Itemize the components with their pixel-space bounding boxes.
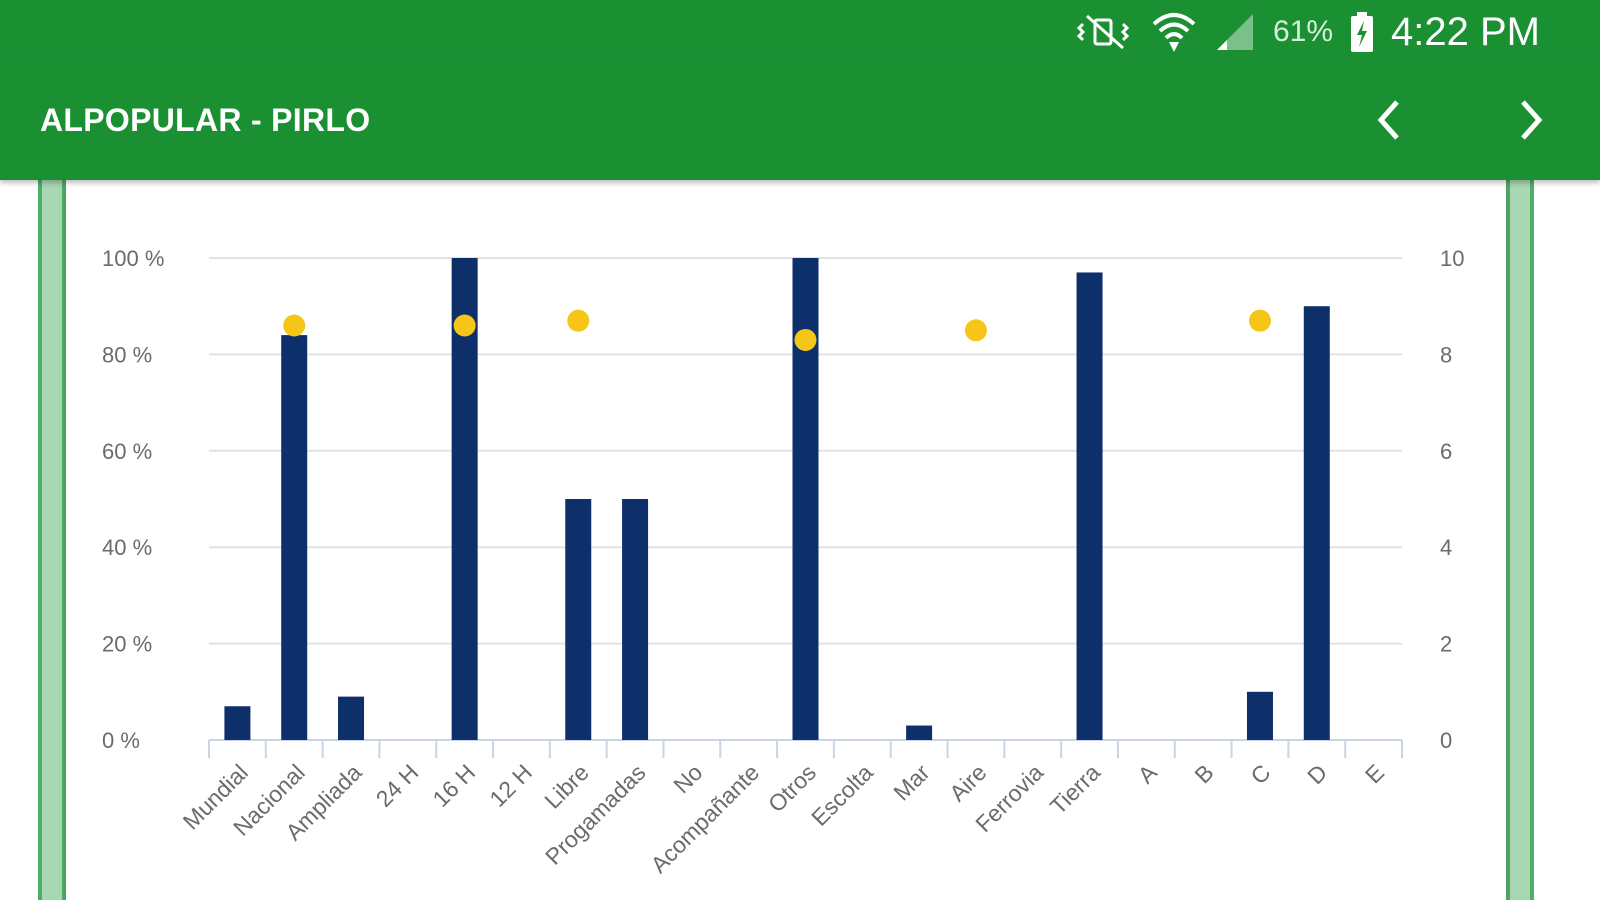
point — [283, 314, 306, 337]
battery-percent: 61% — [1272, 15, 1334, 48]
battery-charging-icon — [1349, 11, 1375, 53]
bar — [281, 335, 308, 740]
y-left-tick-label: 20 % — [102, 632, 152, 657]
point — [453, 314, 476, 337]
bar — [224, 706, 251, 740]
x-tick-label: D — [1302, 759, 1332, 789]
y-left-tick-label: 100 % — [102, 246, 164, 271]
x-tick-label: 24 H — [371, 759, 424, 812]
x-tick-label: Escolta — [806, 759, 878, 831]
y-right-tick-label: 8 — [1440, 342, 1452, 367]
app-title: ALPOPULAR - PIRLO — [40, 102, 371, 138]
bar — [906, 725, 933, 740]
x-tick-label: B — [1189, 759, 1218, 788]
y-right-tick-label: 10 — [1440, 246, 1464, 271]
y-right-tick-label: 6 — [1440, 439, 1452, 464]
bar — [1076, 272, 1103, 740]
page-edge-left — [38, 180, 66, 900]
clock: 4:22 PM — [1391, 9, 1540, 54]
y-left-tick-label: 40 % — [102, 535, 152, 560]
point — [1248, 309, 1271, 332]
point — [964, 319, 987, 342]
signal-icon — [1213, 12, 1257, 52]
x-tick-label: No — [668, 759, 707, 798]
y-right-tick-label: 0 — [1440, 728, 1452, 753]
chart-card: 0 % 0 20 % 2 40 % 4 60 % 6 80 % 8 100 % 10 Mundial Na… — [66, 180, 1506, 900]
bar — [565, 499, 592, 740]
page-edge-right — [1506, 180, 1534, 900]
vibrate-mute-icon — [1075, 12, 1135, 52]
x-tick-label: 12 H — [484, 759, 537, 812]
x-tick-label: 16 H — [427, 759, 480, 812]
x-tick-label: A — [1133, 759, 1163, 789]
chevron-right-icon — [1521, 100, 1543, 140]
y-right-tick-label: 2 — [1440, 632, 1452, 657]
x-tick-label: Progamadas — [540, 759, 651, 870]
y-right-tick-label: 4 — [1440, 535, 1452, 560]
x-tick-label: C — [1245, 759, 1275, 789]
bar — [338, 696, 365, 740]
app-bar: ALPOPULAR - PIRLO — [0, 64, 1600, 180]
status-icons: 61% 4:22 PM — [1075, 8, 1540, 56]
chevron-left-icon — [1377, 100, 1399, 140]
y-left-tick-label: 60 % — [102, 439, 152, 464]
bar — [451, 258, 478, 740]
bar — [1246, 691, 1273, 740]
status-bar: 61% 4:22 PM — [0, 0, 1600, 64]
next-button[interactable] — [1500, 90, 1560, 150]
y-left-tick-label: 80 % — [102, 342, 152, 367]
x-tick-label: Tierra — [1045, 759, 1105, 819]
x-tick-label: Mar — [888, 759, 935, 806]
bar — [1303, 306, 1330, 740]
wifi-icon — [1151, 10, 1197, 54]
point — [794, 328, 817, 351]
bar — [622, 499, 649, 740]
previous-button[interactable] — [1360, 90, 1420, 150]
x-tick-label: Aire — [944, 759, 991, 806]
y-left-tick-label: 0 % — [102, 728, 140, 753]
x-tick-label: E — [1360, 759, 1389, 788]
point — [567, 309, 590, 332]
